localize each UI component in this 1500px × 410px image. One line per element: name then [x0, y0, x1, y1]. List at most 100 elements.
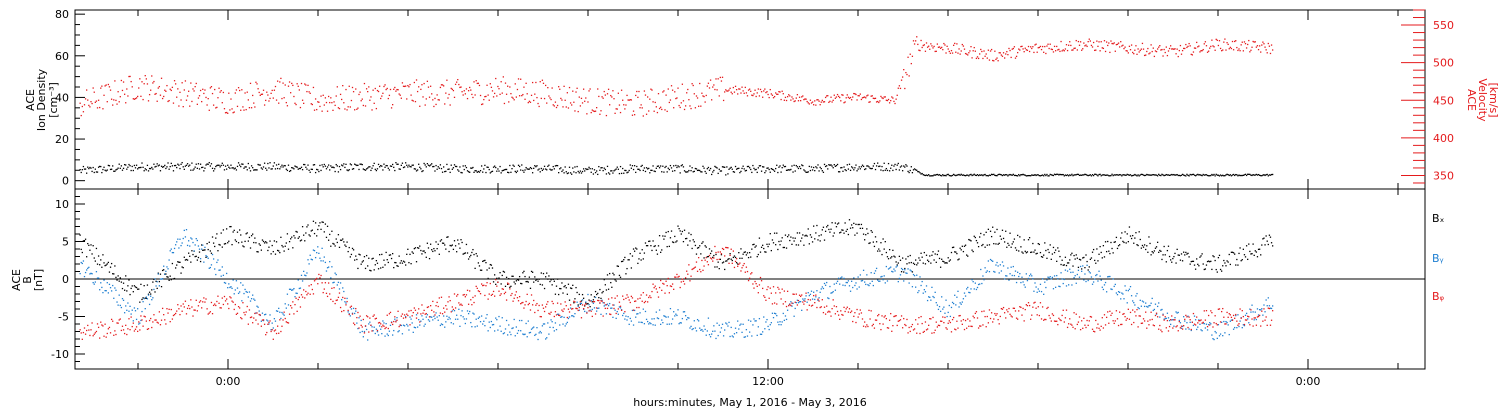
velocity-point [1023, 51, 1025, 53]
density-point [803, 169, 805, 171]
bz-point [307, 292, 309, 294]
bx-point [789, 239, 791, 242]
bz-point [565, 305, 567, 307]
bx-point [554, 293, 557, 295]
bz-point [109, 332, 112, 334]
by-point [1060, 272, 1062, 274]
bz-point [431, 309, 433, 311]
velocity-point [1268, 45, 1271, 47]
density-point [1033, 174, 1035, 176]
bx-point [1252, 243, 1254, 245]
bx-point [959, 247, 961, 249]
bx-point [839, 232, 841, 234]
density-point [636, 165, 638, 168]
bx-point [775, 244, 777, 246]
density-point [602, 169, 604, 172]
bx-point [930, 262, 932, 264]
bx-point [1098, 253, 1100, 255]
bz-point [436, 301, 438, 304]
density-point [922, 173, 924, 176]
bz-point [79, 329, 81, 331]
bx-point [939, 266, 942, 268]
velocity-point [572, 90, 574, 92]
density-point [437, 166, 439, 168]
velocity-point [210, 86, 213, 88]
bx-point [1041, 256, 1044, 258]
velocity-point [414, 100, 417, 103]
density-point [796, 166, 799, 168]
bx-point [477, 262, 480, 264]
bz-point [299, 306, 302, 308]
velocity-point [694, 107, 697, 109]
by-point [108, 283, 111, 286]
velocity-point [775, 92, 777, 94]
bx-point [510, 285, 512, 287]
bx-point [1188, 256, 1190, 258]
bx-point [498, 277, 500, 279]
density-point [1202, 173, 1204, 176]
velocity-point [803, 98, 805, 101]
by-point [542, 323, 545, 325]
density-point [262, 166, 265, 168]
density-point [298, 167, 300, 170]
density-point [1250, 174, 1252, 176]
density-point [1026, 175, 1029, 177]
density-point [678, 166, 680, 168]
bx-point [95, 247, 98, 250]
density-point [300, 166, 303, 168]
bx-point [921, 256, 923, 258]
density-point [405, 162, 407, 164]
bx-point [804, 235, 806, 237]
velocity-point [994, 50, 996, 52]
velocity-point [1194, 47, 1197, 49]
bz-point [253, 317, 255, 319]
velocity-point [475, 80, 477, 82]
by-point [180, 244, 182, 247]
velocity-point [730, 91, 732, 93]
by-point [386, 333, 388, 335]
density-point [418, 163, 420, 165]
by-point [1030, 273, 1032, 275]
density-point [562, 169, 564, 171]
velocity-point [453, 96, 456, 99]
bz-point [163, 314, 165, 316]
density-point [322, 166, 324, 168]
bx-point [574, 298, 576, 300]
velocity-point [204, 89, 206, 91]
by-point [145, 296, 147, 298]
velocity-point [590, 111, 592, 114]
by-point [235, 280, 238, 282]
density-point [768, 168, 770, 171]
velocity-point [128, 75, 130, 78]
bz-point [405, 316, 407, 319]
velocity-point [598, 95, 600, 98]
bz-point [104, 323, 106, 325]
velocity-point [309, 92, 311, 94]
by-point [537, 338, 539, 341]
density-point [1075, 174, 1077, 176]
density-point [743, 168, 745, 170]
by-point [499, 325, 501, 327]
bx-point [1035, 253, 1037, 255]
density-point [81, 169, 83, 171]
bx-point [893, 255, 895, 257]
velocity-point [283, 97, 285, 99]
density-point [544, 168, 547, 170]
by-point [994, 271, 996, 273]
by-point [535, 333, 537, 336]
bx-point [657, 245, 660, 247]
velocity-point [1266, 52, 1268, 54]
velocity-point [194, 85, 196, 88]
density-point [977, 174, 980, 177]
density-point [781, 167, 783, 169]
velocity-point [816, 99, 818, 101]
top-left-tick-label: 40 [55, 91, 69, 104]
velocity-point [606, 93, 609, 95]
density-point [249, 170, 252, 172]
velocity-point [887, 98, 890, 101]
density-point [390, 165, 393, 167]
by-point [1113, 285, 1115, 288]
density-point [950, 175, 953, 177]
bz-point [240, 316, 242, 319]
by-point [920, 284, 922, 287]
